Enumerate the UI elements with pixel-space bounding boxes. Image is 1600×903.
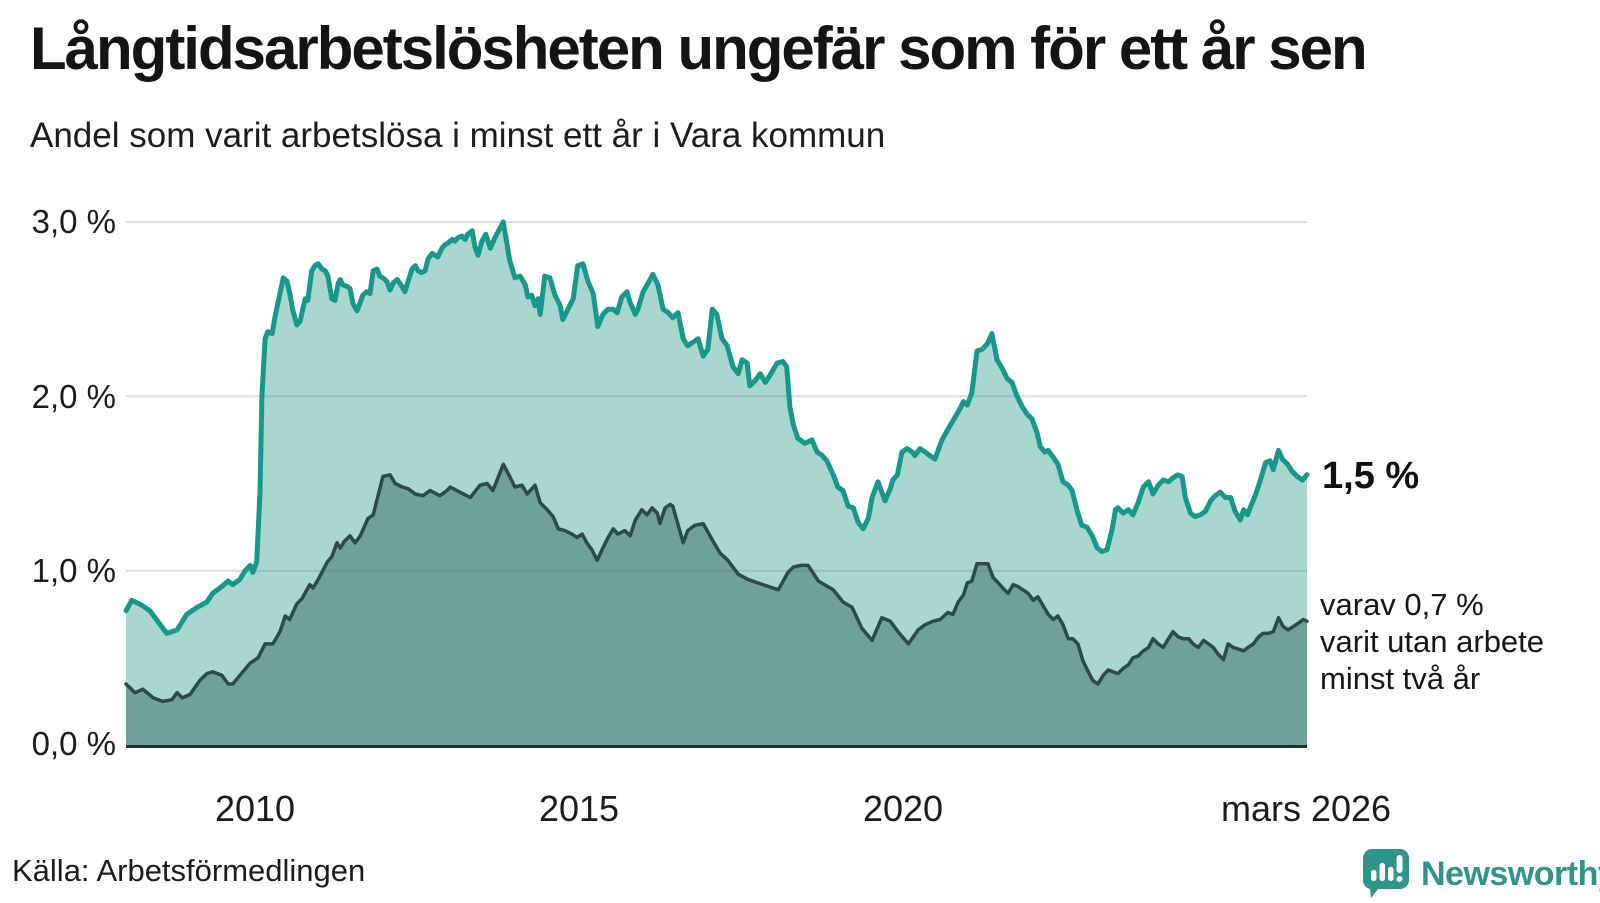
source-attribution: Källa: Arbetsförmedlingen — [12, 853, 366, 888]
chart-subtitle: Andel som varit arbetslösa i minst ett å… — [30, 116, 886, 155]
y-axis-label-0pct: 0,0 % — [31, 725, 116, 762]
newsworthy-wordmark: Newsworthy — [1421, 854, 1600, 893]
x-axis-label-2015: 2015 — [538, 788, 620, 829]
line-total — [123, 219, 1310, 636]
newsworthy-logo: Newsworthy — [1360, 846, 1600, 903]
x-axis-label-2020: 2020 — [862, 788, 944, 829]
y-axis-label-3pct: 3,0 % — [31, 203, 116, 240]
x-axis-label-mars-2026: mars 2026 — [1220, 788, 1392, 829]
page-title: Långtidsarbetslösheten ungefär som för e… — [30, 15, 1368, 82]
area-fill-two-year — [126, 464, 1307, 745]
y-axis-label-1pct: 1,0 % — [31, 552, 116, 589]
line-two-year — [124, 462, 1309, 704]
y-axis-label-2pct: 2,0 % — [31, 378, 116, 415]
note-line-3: minst två år — [1320, 661, 1481, 696]
note-line-1: varav 0,7 % — [1320, 587, 1484, 622]
series-end-value-label: 1,5 % — [1322, 455, 1420, 497]
x-axis-label-2010: 2010 — [214, 788, 296, 829]
series-note-annotation: varav 0,7 % varit utan arbete minst två … — [1320, 586, 1544, 697]
newsworthy-speech-bubble-chart-icon — [1360, 846, 1412, 903]
note-line-2: varit utan arbete — [1320, 624, 1545, 659]
